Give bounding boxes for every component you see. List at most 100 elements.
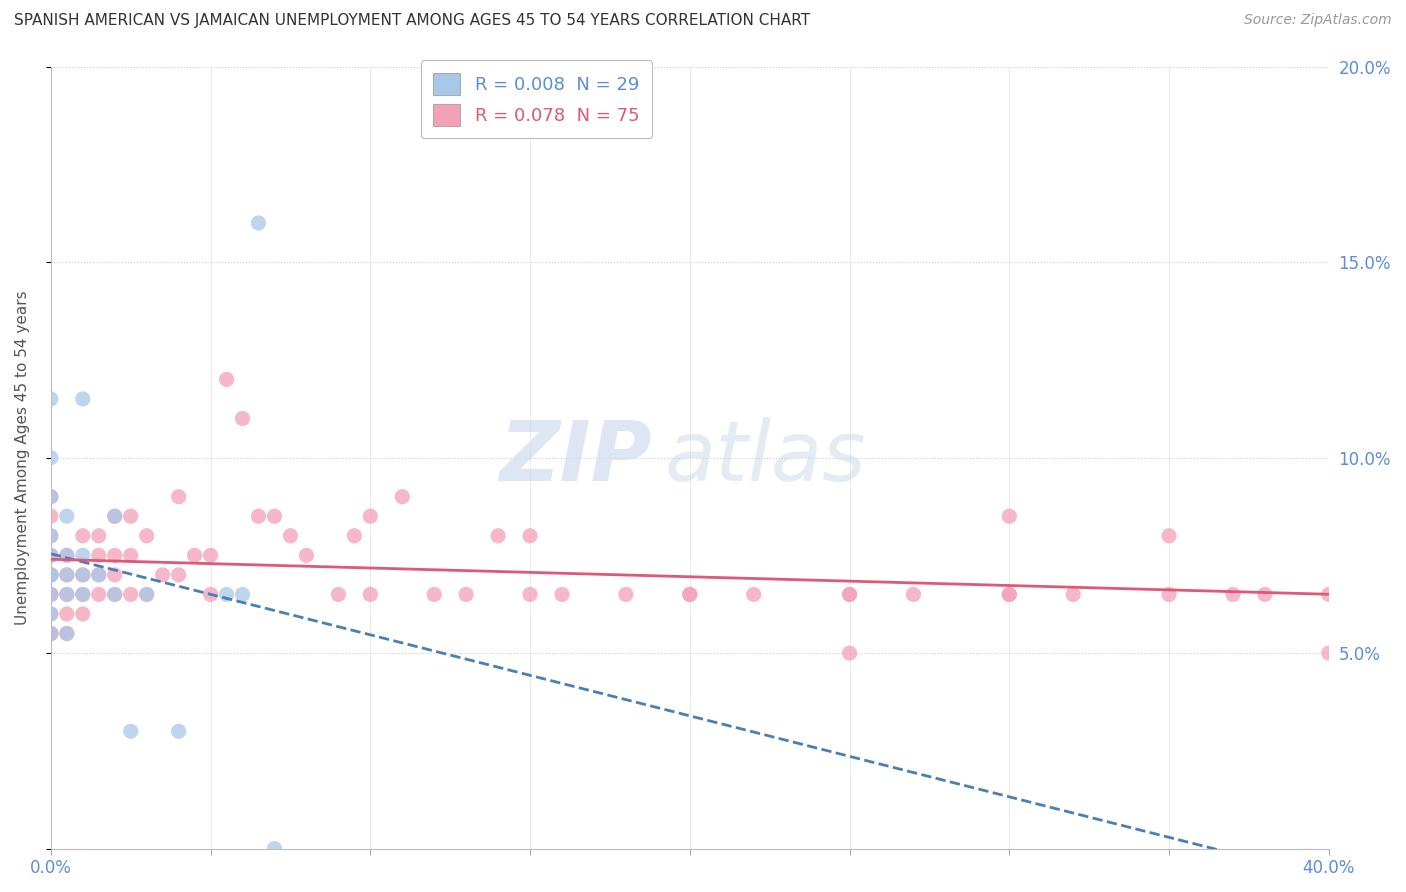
Point	[72, 392, 94, 406]
Point	[104, 509, 127, 524]
Point	[104, 567, 127, 582]
Point	[120, 509, 142, 524]
Point	[903, 587, 925, 601]
Point	[56, 549, 79, 563]
Point	[39, 567, 62, 582]
Legend: R = 0.008  N = 29, R = 0.078  N = 75: R = 0.008 N = 29, R = 0.078 N = 75	[420, 60, 652, 138]
Point	[200, 587, 222, 601]
Point	[614, 587, 637, 601]
Point	[998, 587, 1021, 601]
Point	[56, 567, 79, 582]
Point	[39, 529, 62, 543]
Point	[39, 549, 62, 563]
Point	[359, 587, 381, 601]
Point	[87, 587, 110, 601]
Point	[679, 587, 702, 601]
Point	[391, 490, 413, 504]
Point	[998, 587, 1021, 601]
Point	[135, 587, 157, 601]
Text: Source: ZipAtlas.com: Source: ZipAtlas.com	[1244, 13, 1392, 28]
Point	[72, 567, 94, 582]
Point	[247, 509, 270, 524]
Point	[456, 587, 478, 601]
Point	[39, 549, 62, 563]
Point	[1222, 587, 1244, 601]
Point	[39, 607, 62, 621]
Point	[120, 587, 142, 601]
Point	[39, 587, 62, 601]
Point	[87, 529, 110, 543]
Point	[359, 509, 381, 524]
Point	[343, 529, 366, 543]
Point	[247, 216, 270, 230]
Point	[56, 626, 79, 640]
Point	[39, 626, 62, 640]
Text: atlas: atlas	[664, 417, 866, 498]
Point	[56, 587, 79, 601]
Point	[167, 490, 190, 504]
Point	[838, 587, 860, 601]
Point	[679, 587, 702, 601]
Point	[87, 549, 110, 563]
Point	[135, 529, 157, 543]
Point	[72, 549, 94, 563]
Point	[280, 529, 302, 543]
Point	[56, 549, 79, 563]
Point	[200, 549, 222, 563]
Point	[39, 567, 62, 582]
Point	[838, 587, 860, 601]
Point	[295, 549, 318, 563]
Point	[120, 549, 142, 563]
Point	[1254, 587, 1277, 601]
Point	[39, 626, 62, 640]
Point	[1062, 587, 1084, 601]
Point	[72, 607, 94, 621]
Point	[1157, 529, 1180, 543]
Point	[39, 567, 62, 582]
Point	[838, 646, 860, 660]
Point	[120, 724, 142, 739]
Point	[423, 587, 446, 601]
Point	[72, 567, 94, 582]
Point	[167, 567, 190, 582]
Point	[87, 567, 110, 582]
Point	[104, 587, 127, 601]
Point	[72, 529, 94, 543]
Point	[72, 587, 94, 601]
Point	[39, 509, 62, 524]
Point	[135, 587, 157, 601]
Point	[152, 567, 174, 582]
Point	[215, 587, 238, 601]
Text: ZIP: ZIP	[499, 417, 651, 498]
Point	[56, 607, 79, 621]
Point	[39, 567, 62, 582]
Point	[56, 567, 79, 582]
Point	[519, 529, 541, 543]
Point	[104, 587, 127, 601]
Point	[486, 529, 509, 543]
Point	[1317, 646, 1340, 660]
Point	[39, 607, 62, 621]
Point	[56, 587, 79, 601]
Point	[72, 587, 94, 601]
Point	[39, 490, 62, 504]
Point	[87, 567, 110, 582]
Point	[215, 372, 238, 386]
Y-axis label: Unemployment Among Ages 45 to 54 years: Unemployment Among Ages 45 to 54 years	[15, 290, 30, 625]
Point	[183, 549, 205, 563]
Point	[104, 509, 127, 524]
Point	[39, 587, 62, 601]
Point	[328, 587, 350, 601]
Point	[39, 626, 62, 640]
Point	[56, 509, 79, 524]
Point	[551, 587, 574, 601]
Point	[56, 626, 79, 640]
Point	[39, 450, 62, 465]
Point	[1317, 587, 1340, 601]
Point	[519, 587, 541, 601]
Point	[742, 587, 765, 601]
Point	[263, 509, 285, 524]
Point	[39, 490, 62, 504]
Point	[39, 392, 62, 406]
Point	[104, 549, 127, 563]
